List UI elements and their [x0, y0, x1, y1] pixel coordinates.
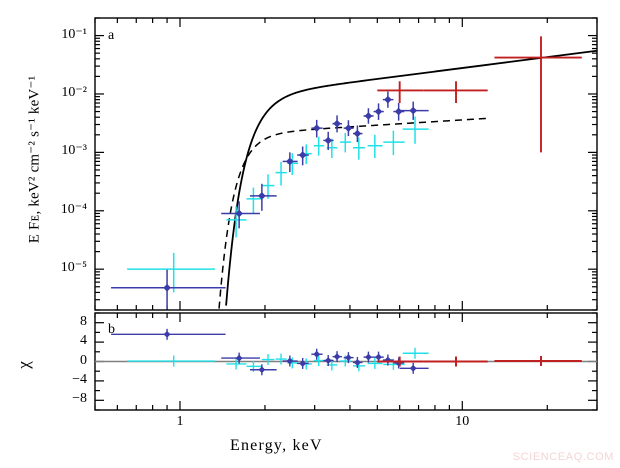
data-point[interactable] — [384, 95, 392, 104]
data-point[interactable] — [163, 283, 171, 292]
panel-a-label: a — [108, 28, 115, 43]
residual-point[interactable] — [286, 357, 294, 365]
data-point[interactable] — [344, 124, 353, 132]
residual-point[interactable] — [344, 354, 352, 362]
panel-b-label: b — [108, 322, 115, 337]
residual-point[interactable] — [409, 364, 417, 372]
y-tick-label: 10⁻² — [61, 84, 87, 100]
y-tick-label: 10⁻³ — [61, 143, 87, 159]
data-point[interactable] — [286, 157, 294, 166]
residual-point[interactable] — [333, 353, 341, 361]
data-point[interactable] — [324, 136, 333, 145]
data-point[interactable] — [353, 129, 362, 138]
data-point[interactable] — [298, 151, 307, 159]
data-point[interactable] — [312, 124, 321, 132]
model-curve-solid — [225, 49, 598, 306]
y-tick-label: 10⁻¹ — [61, 26, 87, 42]
y-axis-label-chi: χ — [14, 361, 33, 369]
residual-point[interactable] — [313, 350, 321, 358]
data-point[interactable] — [409, 106, 418, 115]
panel-b-residuals — [94, 312, 598, 411]
x-axis-label-energy: Energy, keV — [230, 437, 323, 454]
panel-a-spectrum — [94, 17, 598, 311]
series-residual-red — [377, 356, 582, 367]
chi-tick-label: 0 — [80, 352, 87, 368]
panel-a-frame — [94, 17, 598, 311]
x-tick-label: 10 — [455, 414, 470, 429]
residual-point[interactable] — [258, 366, 266, 374]
data-point[interactable] — [333, 119, 341, 128]
data-point[interactable] — [364, 112, 373, 120]
residual-point[interactable] — [324, 357, 332, 364]
residual-point[interactable] — [299, 360, 307, 367]
residual-point[interactable] — [235, 354, 243, 362]
residual-point[interactable] — [375, 353, 382, 361]
data-point[interactable] — [235, 209, 243, 218]
y-axis-label-flux: E Fᴇ, keV² cm⁻² s⁻¹ keV⁻¹ — [26, 75, 43, 244]
residual-point[interactable] — [163, 330, 171, 338]
residual-point[interactable] — [364, 353, 372, 361]
series-detector-cyan — [127, 116, 429, 293]
chi-tick-label: −4 — [72, 371, 87, 387]
data-point[interactable] — [394, 107, 403, 116]
chi-tick-label: 8 — [80, 313, 87, 329]
data-point[interactable] — [374, 107, 383, 116]
y-tick-label: 10⁻⁵ — [60, 260, 87, 276]
data-point[interactable] — [258, 192, 266, 200]
chi-tick-label: 4 — [80, 333, 87, 349]
y-tick-label: 10⁻⁴ — [60, 201, 87, 217]
series-detector-navy — [111, 91, 429, 309]
model-curve-dashed — [218, 117, 490, 309]
residual-point[interactable] — [353, 359, 361, 366]
watermark: SCIENCEAQ.COM — [512, 451, 614, 463]
series-detector-red — [377, 36, 582, 153]
series-residual-navy — [111, 328, 429, 376]
series-residual-cyan — [127, 347, 429, 372]
chi-tick-label: −8 — [72, 391, 87, 407]
x-tick-label: 1 — [176, 414, 184, 429]
